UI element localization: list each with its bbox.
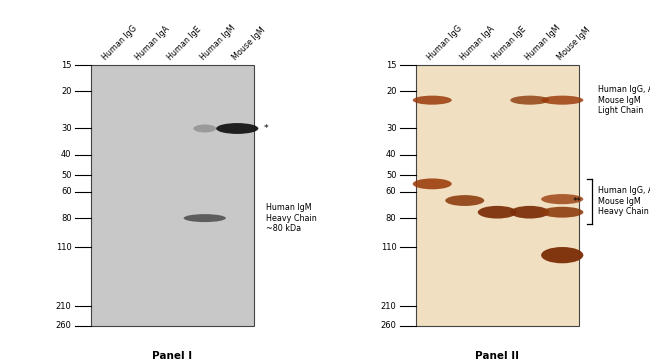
Ellipse shape [541, 207, 584, 218]
Text: 210: 210 [56, 302, 72, 311]
Ellipse shape [541, 247, 584, 263]
Text: Human IgA: Human IgA [133, 24, 171, 62]
Text: Human IgE: Human IgE [491, 24, 528, 62]
Text: Mouse IgM: Mouse IgM [231, 25, 268, 62]
Text: 260: 260 [381, 321, 396, 330]
Text: Human IgM
Heavy Chain
~80 kDa: Human IgM Heavy Chain ~80 kDa [266, 203, 317, 233]
Text: 20: 20 [61, 87, 72, 96]
Text: Panel II: Panel II [475, 351, 519, 361]
Text: Human IgG, A, E, M
Mouse IgM
Heavy Chain: Human IgG, A, E, M Mouse IgM Heavy Chain [598, 186, 650, 216]
Text: Panel I: Panel I [152, 351, 192, 361]
Ellipse shape [541, 194, 584, 204]
Text: 40: 40 [61, 150, 72, 159]
Ellipse shape [216, 123, 259, 134]
Text: 30: 30 [386, 124, 396, 133]
Text: Mouse IgM: Mouse IgM [556, 25, 593, 62]
Text: Human IgG: Human IgG [101, 24, 139, 62]
Ellipse shape [510, 206, 549, 219]
Text: 60: 60 [386, 187, 396, 196]
Ellipse shape [184, 214, 226, 222]
Text: Human IgM: Human IgM [523, 23, 562, 62]
Text: 80: 80 [386, 214, 396, 223]
Text: Human IgE: Human IgE [166, 24, 203, 62]
Text: Human IgG, A, E, M
Mouse IgM
Light Chain: Human IgG, A, E, M Mouse IgM Light Chain [598, 85, 650, 115]
Text: 50: 50 [386, 171, 396, 180]
Text: **: ** [573, 197, 582, 206]
Text: 30: 30 [61, 124, 72, 133]
Ellipse shape [510, 96, 549, 105]
Ellipse shape [445, 195, 484, 206]
Bar [416, 65, 578, 326]
Text: 260: 260 [56, 321, 72, 330]
Text: 110: 110 [381, 243, 396, 252]
Text: Human IgM: Human IgM [198, 23, 237, 62]
Text: 15: 15 [386, 61, 396, 70]
Text: Human IgG: Human IgG [426, 24, 464, 62]
Text: 15: 15 [61, 61, 72, 70]
Bar [91, 65, 254, 326]
Text: 80: 80 [61, 214, 72, 223]
Ellipse shape [194, 125, 216, 132]
Text: 50: 50 [61, 171, 72, 180]
Ellipse shape [478, 206, 517, 219]
Text: 210: 210 [381, 302, 396, 311]
Ellipse shape [413, 178, 452, 189]
Text: 110: 110 [56, 243, 72, 252]
Ellipse shape [413, 96, 452, 105]
Text: *: * [263, 124, 268, 133]
Text: Human IgA: Human IgA [458, 24, 496, 62]
Text: 40: 40 [386, 150, 396, 159]
Ellipse shape [541, 96, 584, 105]
Text: 20: 20 [386, 87, 396, 96]
Text: 60: 60 [61, 187, 72, 196]
